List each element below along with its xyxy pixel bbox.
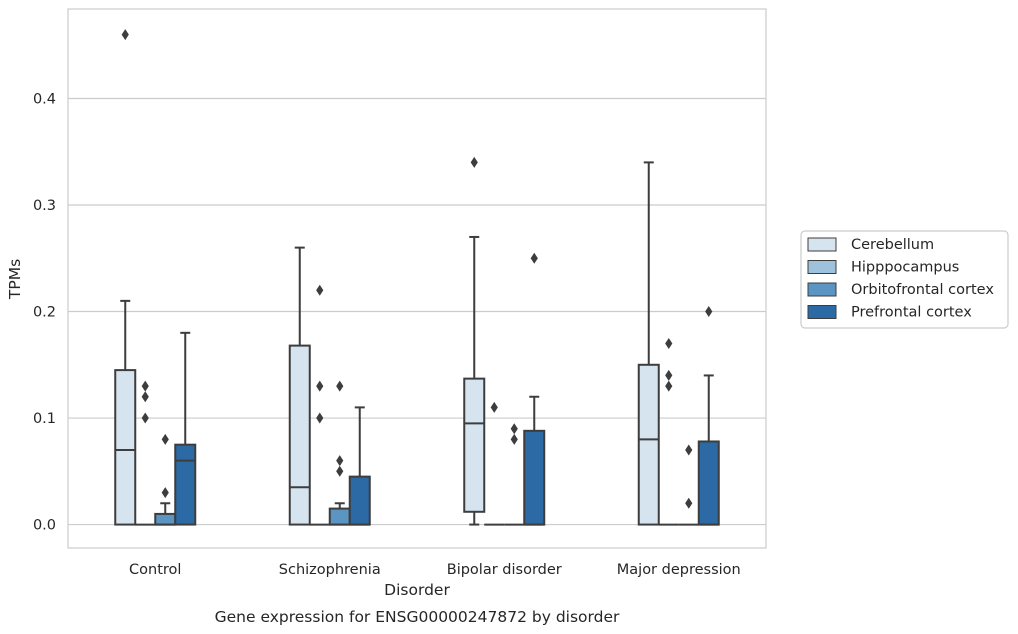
outlier-point — [336, 455, 344, 467]
plot-frame — [67, 8, 767, 549]
outlier-point — [665, 380, 673, 392]
y-tick-label: 0.3 — [33, 198, 56, 214]
box-plot-marks — [114, 29, 720, 526]
box — [174, 331, 197, 526]
box-body — [348, 475, 371, 526]
box-body — [328, 507, 351, 526]
x-tick-label: Bipolar disorder — [447, 562, 562, 578]
box — [328, 380, 351, 526]
box — [523, 252, 546, 526]
x-tick-label: Major depression — [617, 562, 741, 578]
outlier-point — [141, 391, 149, 403]
x-tick-label: Control — [129, 562, 181, 578]
x-tick-label: Schizophrenia — [279, 562, 381, 578]
outlier-point — [510, 423, 518, 435]
legend-label: Prefrontal cortex — [851, 305, 972, 321]
outlier-point — [685, 444, 693, 456]
x-axis-ticks: Control Schizophrenia Bipolar disorder Majo… — [129, 562, 741, 578]
outlier-point — [141, 380, 149, 392]
box — [637, 161, 660, 526]
outlier-point — [316, 412, 324, 424]
y-tick-label: 0.2 — [33, 305, 56, 321]
box-body — [463, 377, 486, 513]
y-tick-label: 0.1 — [33, 411, 56, 427]
outlier-point — [510, 433, 518, 445]
x-axis-label: Disorder — [384, 581, 450, 599]
box-body — [114, 369, 137, 526]
legend-swatch — [807, 260, 837, 274]
outlier-point — [336, 380, 344, 392]
outlier-point — [490, 401, 498, 413]
box-body — [174, 443, 197, 526]
box — [484, 401, 505, 526]
box-body — [523, 429, 546, 526]
box-body — [288, 344, 311, 526]
outlier-point — [665, 369, 673, 381]
box-body — [697, 440, 720, 526]
outlier-point — [161, 487, 169, 499]
legend-swatch — [807, 237, 837, 252]
grid-lines — [68, 97, 766, 526]
box — [678, 444, 699, 526]
legend-frame — [800, 230, 1009, 329]
outlier-point — [470, 156, 478, 168]
outlier-point — [316, 380, 324, 392]
legend-label: Cerebellum — [851, 237, 934, 253]
box — [658, 337, 679, 526]
box — [114, 29, 137, 526]
outlier-point — [141, 412, 149, 424]
outlier-point — [530, 252, 538, 264]
outlier-point — [705, 306, 713, 318]
outlier-point — [121, 29, 129, 41]
outlier-point — [336, 465, 344, 477]
y-axis-ticks: 0.0 0.1 0.2 0.3 0.4 — [33, 91, 56, 533]
box — [135, 380, 156, 526]
outlier-point — [316, 284, 324, 296]
legend-swatch — [807, 282, 837, 297]
outlier-point — [685, 497, 693, 509]
box — [697, 306, 720, 526]
box — [504, 423, 525, 526]
legend-label: Hipppocampus — [851, 260, 959, 276]
legend-label: Orbitofrontal cortex — [851, 282, 994, 298]
box-body — [154, 512, 177, 526]
box-body — [637, 363, 660, 526]
y-axis-label: TPMs — [6, 259, 24, 300]
box — [154, 433, 177, 526]
box — [348, 406, 371, 526]
outlier-point — [161, 433, 169, 445]
chart-title: Gene expression for ENSG00000247872 by d… — [215, 608, 620, 626]
y-tick-label: 0.4 — [33, 91, 56, 107]
box — [463, 156, 486, 526]
y-tick-label: 0.0 — [33, 518, 56, 534]
box — [309, 284, 330, 526]
box — [288, 246, 311, 526]
outlier-point — [665, 337, 673, 349]
legend-swatch — [807, 305, 837, 319]
legend: Cerebellum Hipppocampus Orbitofrontal cort… — [800, 230, 1009, 329]
